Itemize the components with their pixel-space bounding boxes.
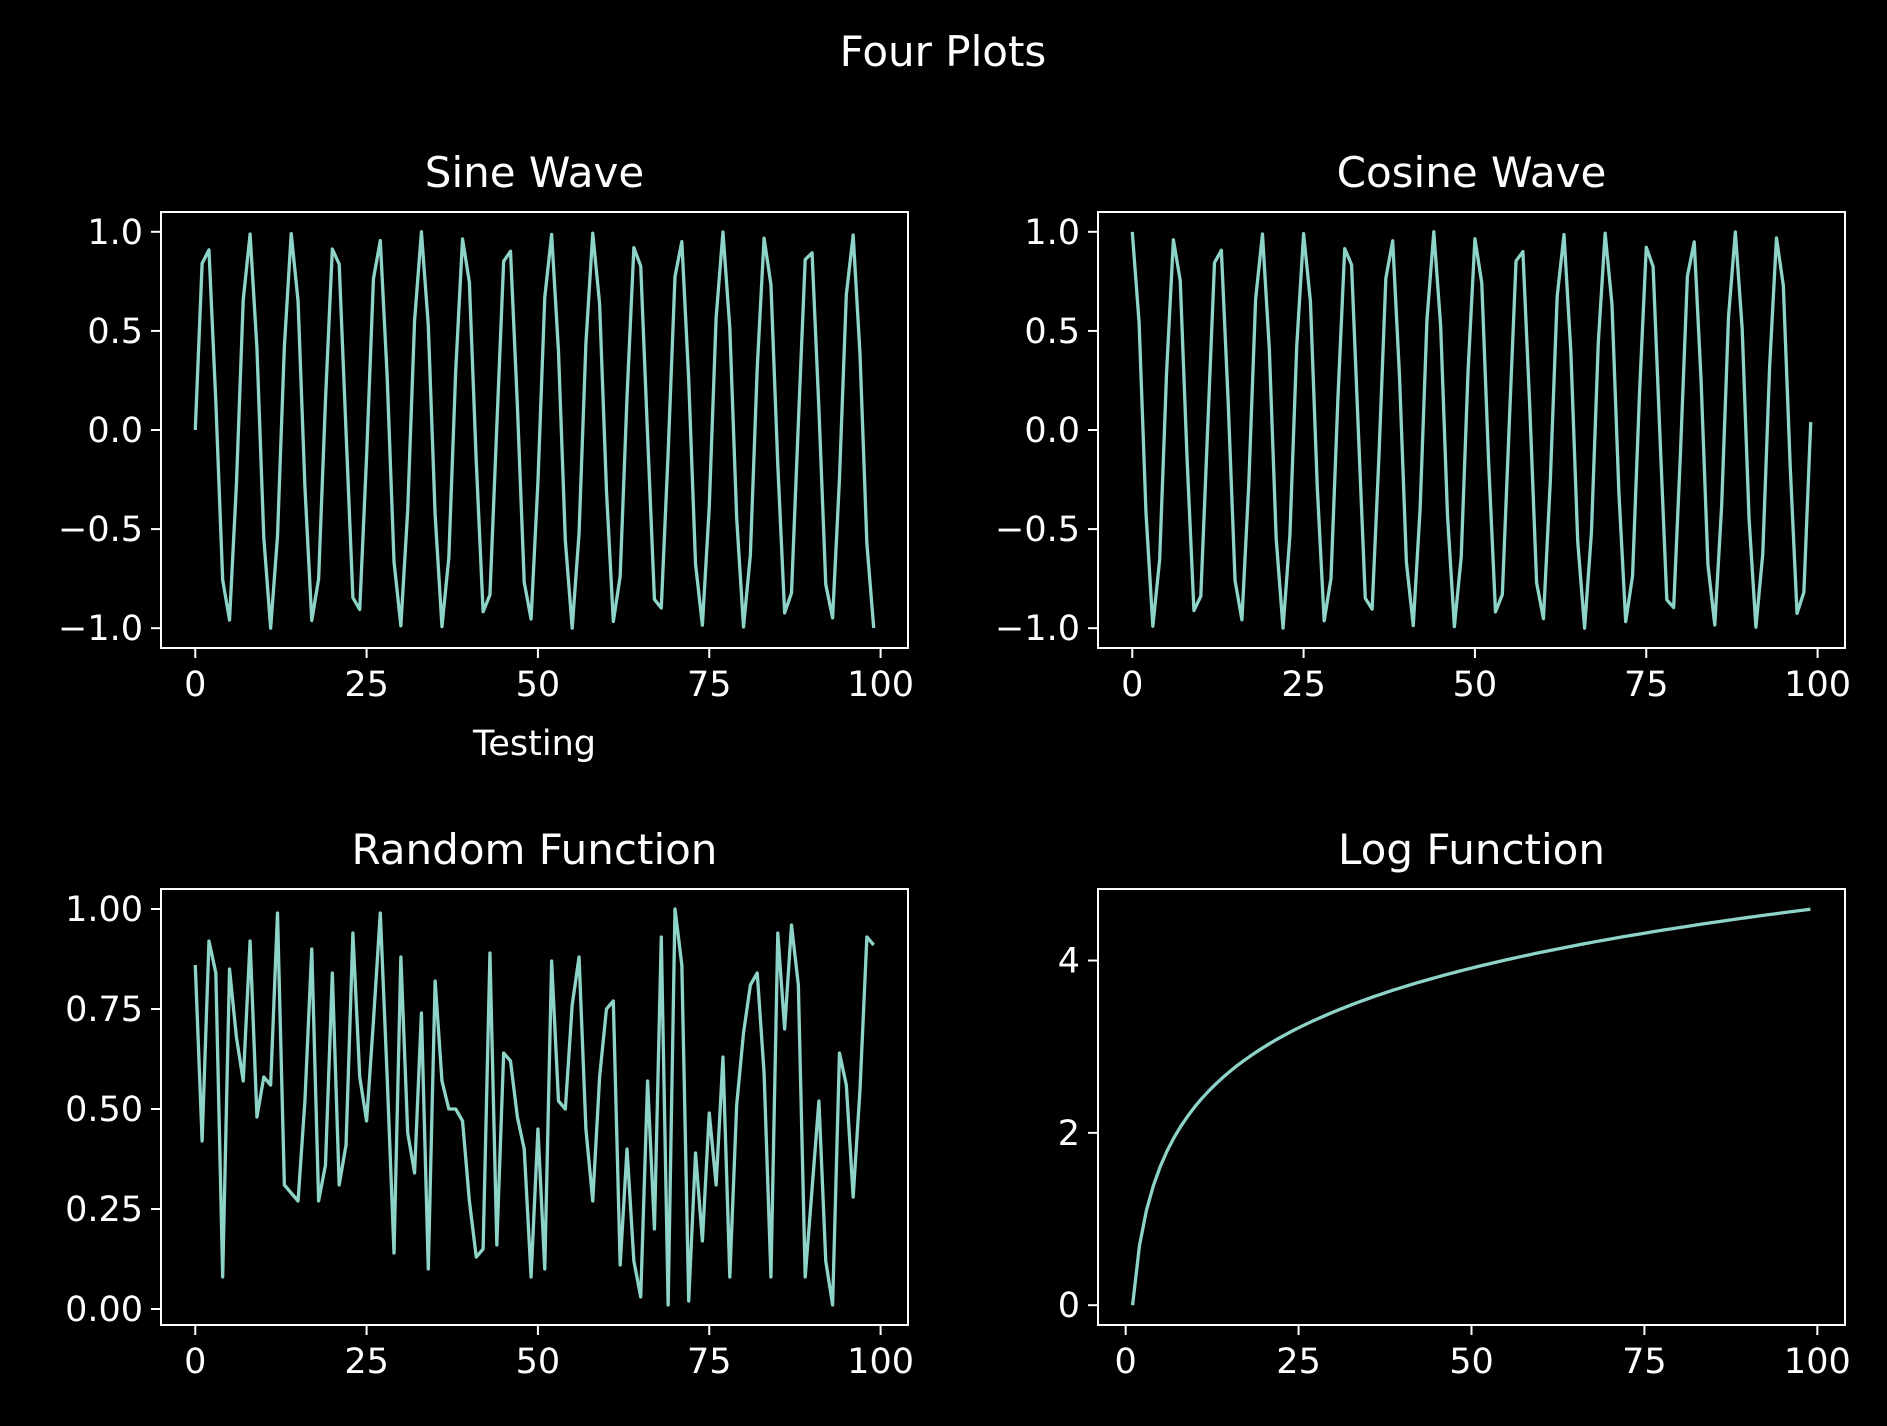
panel-title: Random Function [352,825,718,874]
figure-title: Four Plots [840,27,1047,76]
x-tick-label: 75 [687,1342,732,1382]
x-tick-label: 25 [344,1342,389,1382]
y-tick-label: 4 [1058,942,1080,982]
y-tick-label: 0.0 [87,411,143,451]
x-tick-label: 0 [1121,665,1143,705]
x-tick-label: 100 [1784,1342,1851,1382]
random-function-panel: Random Function 0 25 50 75 100 0.00 0.25 0.50 0.7… [65,825,914,1382]
panel-title: Sine Wave [425,148,644,197]
cosine-wave-panel: Cosine Wave 0 25 50 75 100 −1.0 −0.5 0.0 0.5 1.0 [995,148,1851,705]
y-tick-label: 0.75 [65,990,143,1030]
y-tick-label: −1.0 [995,609,1080,649]
cosine-wave-line [1130,230,1813,630]
y-tick-label: 0.5 [87,312,143,352]
sine-wave-line [193,230,876,630]
y-tick-label: 0 [1058,1286,1080,1326]
y-tick-label: 0.00 [65,1290,143,1330]
y-tick-label: 0.5 [1024,312,1080,352]
y-tick-label: 0.25 [65,1190,143,1230]
x-tick-label: 100 [847,665,914,705]
x-tick-label: 25 [344,665,389,705]
x-tick-label: 25 [1281,665,1326,705]
x-tick-label: 50 [1449,1342,1494,1382]
x-tick-label: 0 [184,665,206,705]
sine-wave-panel: Sine Wave 0 25 50 75 100 −1.0 −0.5 0.0 0.5 1.0 Test… [58,148,914,764]
x-tick-label: 75 [687,665,732,705]
y-tick-label: 0.50 [65,1090,143,1130]
panel-title: Cosine Wave [1337,148,1607,197]
y-tick-label: −1.0 [58,609,143,649]
log-function-panel: Log Function 0 25 50 75 100 0 2 4 [1058,825,1851,1382]
x-tick-label: 50 [516,1342,561,1382]
y-tick-label: 1.00 [65,890,143,930]
y-tick-label: 1.0 [1024,213,1080,253]
x-tick-label: 75 [1622,1342,1667,1382]
x-tick-label: 100 [847,1342,914,1382]
x-tick-label: 50 [516,665,561,705]
y-tick-label: −0.5 [58,510,143,550]
axes-frame [160,888,909,1326]
y-tick-label: 2 [1058,1114,1080,1154]
random-function-line [193,907,875,1307]
x-axis-label: Testing [472,724,596,764]
y-tick-label: −0.5 [995,510,1080,550]
x-tick-label: 50 [1453,665,1498,705]
x-tick-label: 0 [1115,1342,1137,1382]
x-tick-label: 100 [1784,665,1851,705]
x-tick-label: 75 [1624,665,1669,705]
y-tick-label: 0.0 [1024,411,1080,451]
log-function-line [1130,907,1811,1306]
y-tick-label: 1.0 [87,213,143,253]
x-tick-label: 0 [184,1342,206,1382]
x-tick-label: 25 [1276,1342,1321,1382]
panel-title: Log Function [1338,825,1605,874]
